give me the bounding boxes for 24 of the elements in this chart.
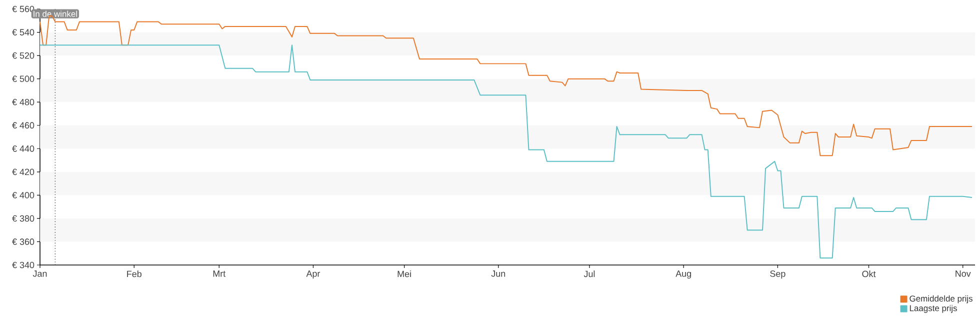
y-tick-label: € 520	[12, 52, 34, 59]
x-tick-label: Okt	[862, 270, 876, 278]
y-tick-label: € 540	[12, 29, 34, 36]
x-tick-label: Sep	[770, 270, 786, 279]
x-tick-label: Aug	[676, 270, 691, 279]
x-tick-label: Mei	[398, 270, 411, 278]
x-tick-label: Nov	[956, 270, 971, 277]
x-tick-label: Mrt	[213, 270, 226, 277]
y-tick-label: € 380	[12, 215, 34, 222]
legend-label: Laagste prijs	[910, 304, 957, 313]
legend-label: Gemiddelde prijs	[910, 295, 972, 304]
y-tick-label: € 360	[12, 238, 34, 245]
y-tick-label: € 440	[12, 145, 34, 152]
y-tick-label: € 400	[12, 192, 34, 198]
y-tick-label: € 460	[12, 122, 34, 129]
y-tick-label: € 340	[12, 262, 34, 268]
x-tick-label: Jul	[584, 270, 595, 278]
y-tick-label: € 480	[12, 98, 34, 106]
x-tick-label: Jan	[32, 270, 47, 277]
y-tick-label: € 500	[12, 76, 34, 82]
x-tick-label: Jun	[491, 270, 506, 277]
x-tick-label: Feb	[127, 270, 142, 278]
y-tick-label: € 420	[12, 168, 34, 176]
x-tick-label: Apr	[306, 270, 320, 279]
